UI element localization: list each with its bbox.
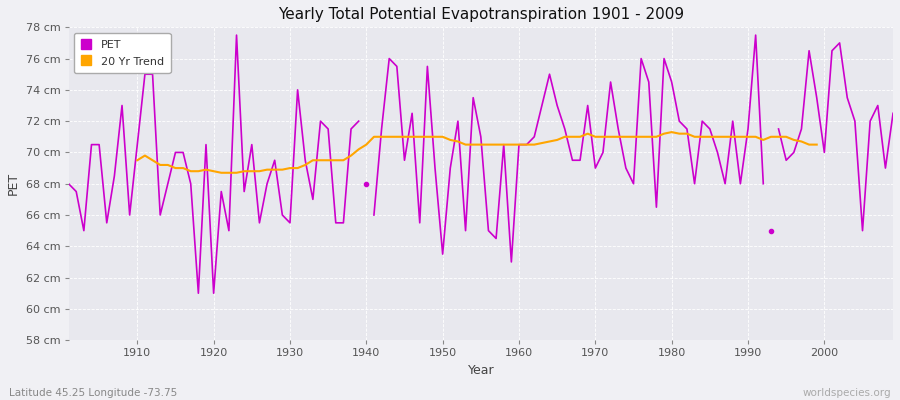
Title: Yearly Total Potential Evapotranspiration 1901 - 2009: Yearly Total Potential Evapotranspiratio… <box>278 7 684 22</box>
X-axis label: Year: Year <box>467 364 494 377</box>
Legend: PET, 20 Yr Trend: PET, 20 Yr Trend <box>74 33 171 73</box>
Text: worldspecies.org: worldspecies.org <box>803 388 891 398</box>
Text: Latitude 45.25 Longitude -73.75: Latitude 45.25 Longitude -73.75 <box>9 388 177 398</box>
Y-axis label: PET: PET <box>7 172 20 195</box>
